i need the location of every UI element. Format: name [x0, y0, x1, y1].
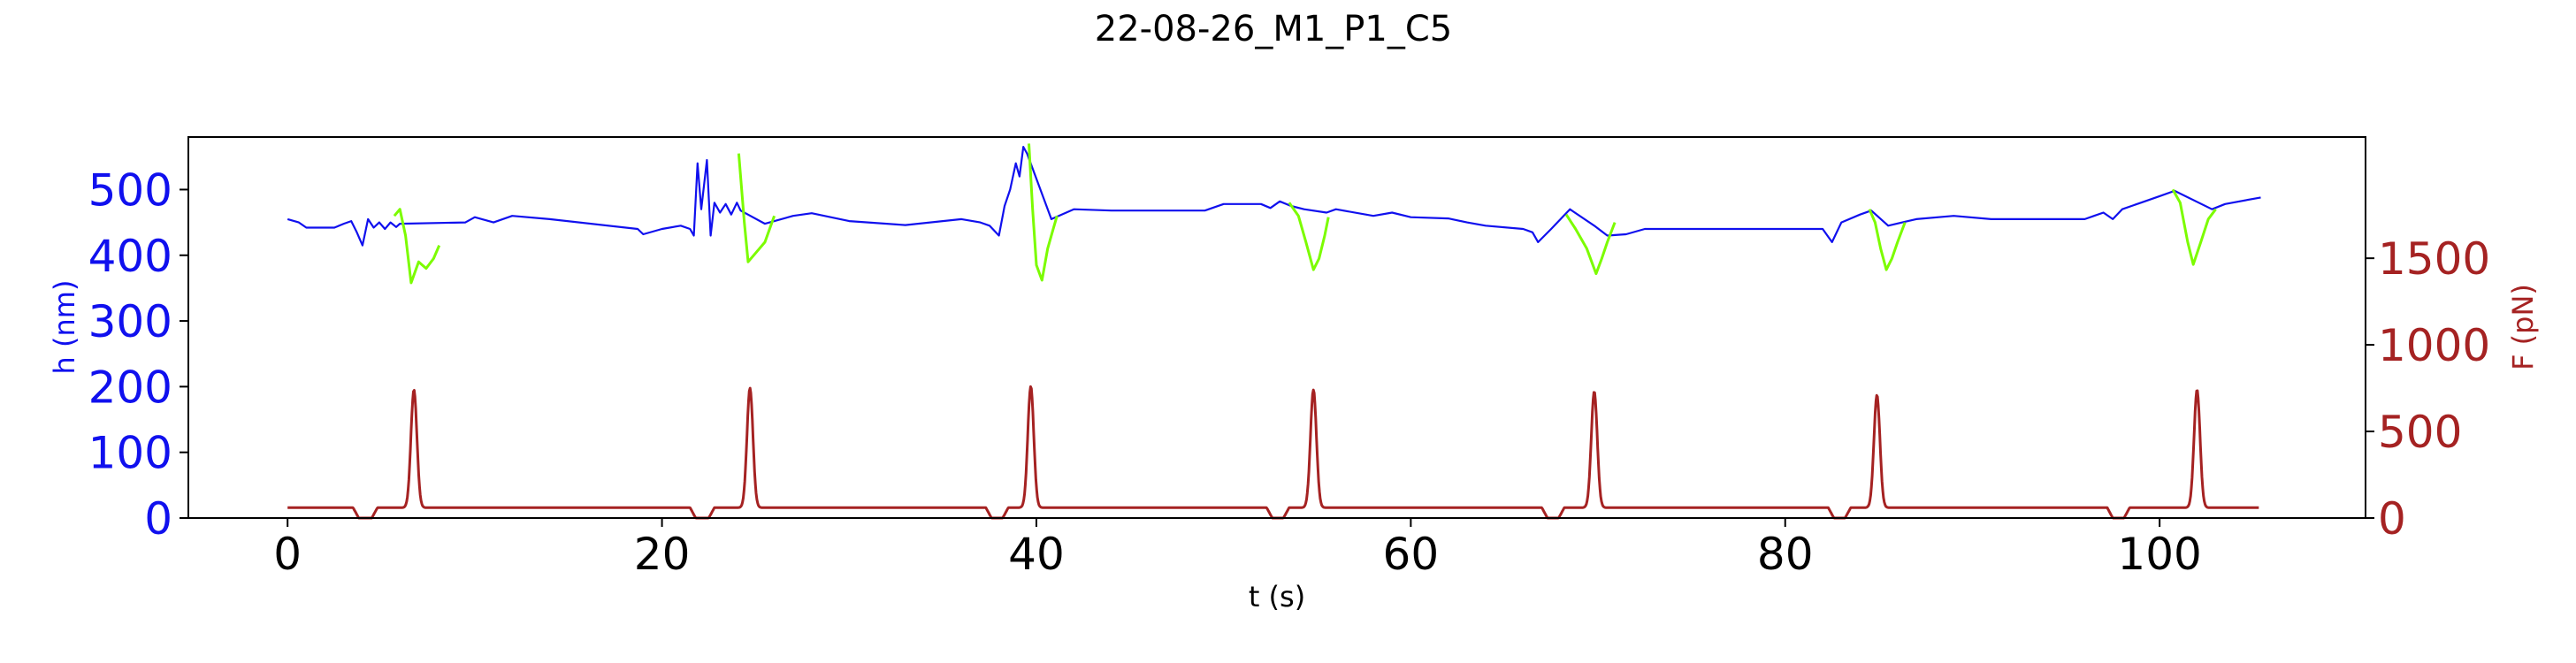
x-axis: 0 20 40 60 80 100: [273, 518, 2202, 580]
x-axis-label: t (s): [1249, 580, 1305, 613]
plot-area: [287, 143, 2261, 520]
y-tick-label-right: 1500: [2378, 233, 2490, 285]
height-highlight-segment: [2171, 188, 2217, 266]
y-tick-label-right: 0: [2378, 493, 2406, 545]
y-tick-label-left: 300: [88, 296, 172, 347]
chart-title: 22-08-26_M1_P1_C5: [1095, 9, 1452, 50]
y-tick-label-right: 1000: [2378, 320, 2490, 371]
y-tick-label-left: 500: [88, 164, 172, 216]
y-axis-label-right: F (pN): [2506, 284, 2540, 370]
y-tick-label-left: 100: [88, 428, 172, 479]
x-tick-label: 20: [634, 529, 691, 580]
y-axis-label-left: h (nm): [48, 280, 81, 375]
height-highlight-segment: [1028, 143, 1059, 282]
x-tick-label: 40: [1008, 529, 1065, 580]
height-series-line: [287, 146, 2261, 247]
y-axis-left: 0 100 200 300 400 500: [88, 164, 188, 545]
y-axis-right: 0 500 1000 1500: [2366, 233, 2490, 545]
x-tick-label: 100: [2117, 529, 2201, 580]
height-highlight-segment: [737, 153, 776, 263]
force-series-line: [287, 385, 2259, 520]
y-tick-label-right: 500: [2378, 407, 2462, 458]
y-tick-label-left: 400: [88, 231, 172, 282]
height-highlight-segment: [1288, 202, 1330, 271]
y-tick-label-left: 200: [88, 362, 172, 413]
y-tick-label-left: 0: [144, 493, 172, 545]
x-tick-label: 60: [1383, 529, 1440, 580]
x-tick-label: 80: [1757, 529, 1814, 580]
x-tick-label: 0: [273, 529, 302, 580]
height-highlight-segment: [393, 208, 441, 285]
height-highlight-segment: [1564, 213, 1617, 276]
plot-frame: [187, 136, 2366, 519]
height-highlight-segment: [1868, 209, 1907, 271]
